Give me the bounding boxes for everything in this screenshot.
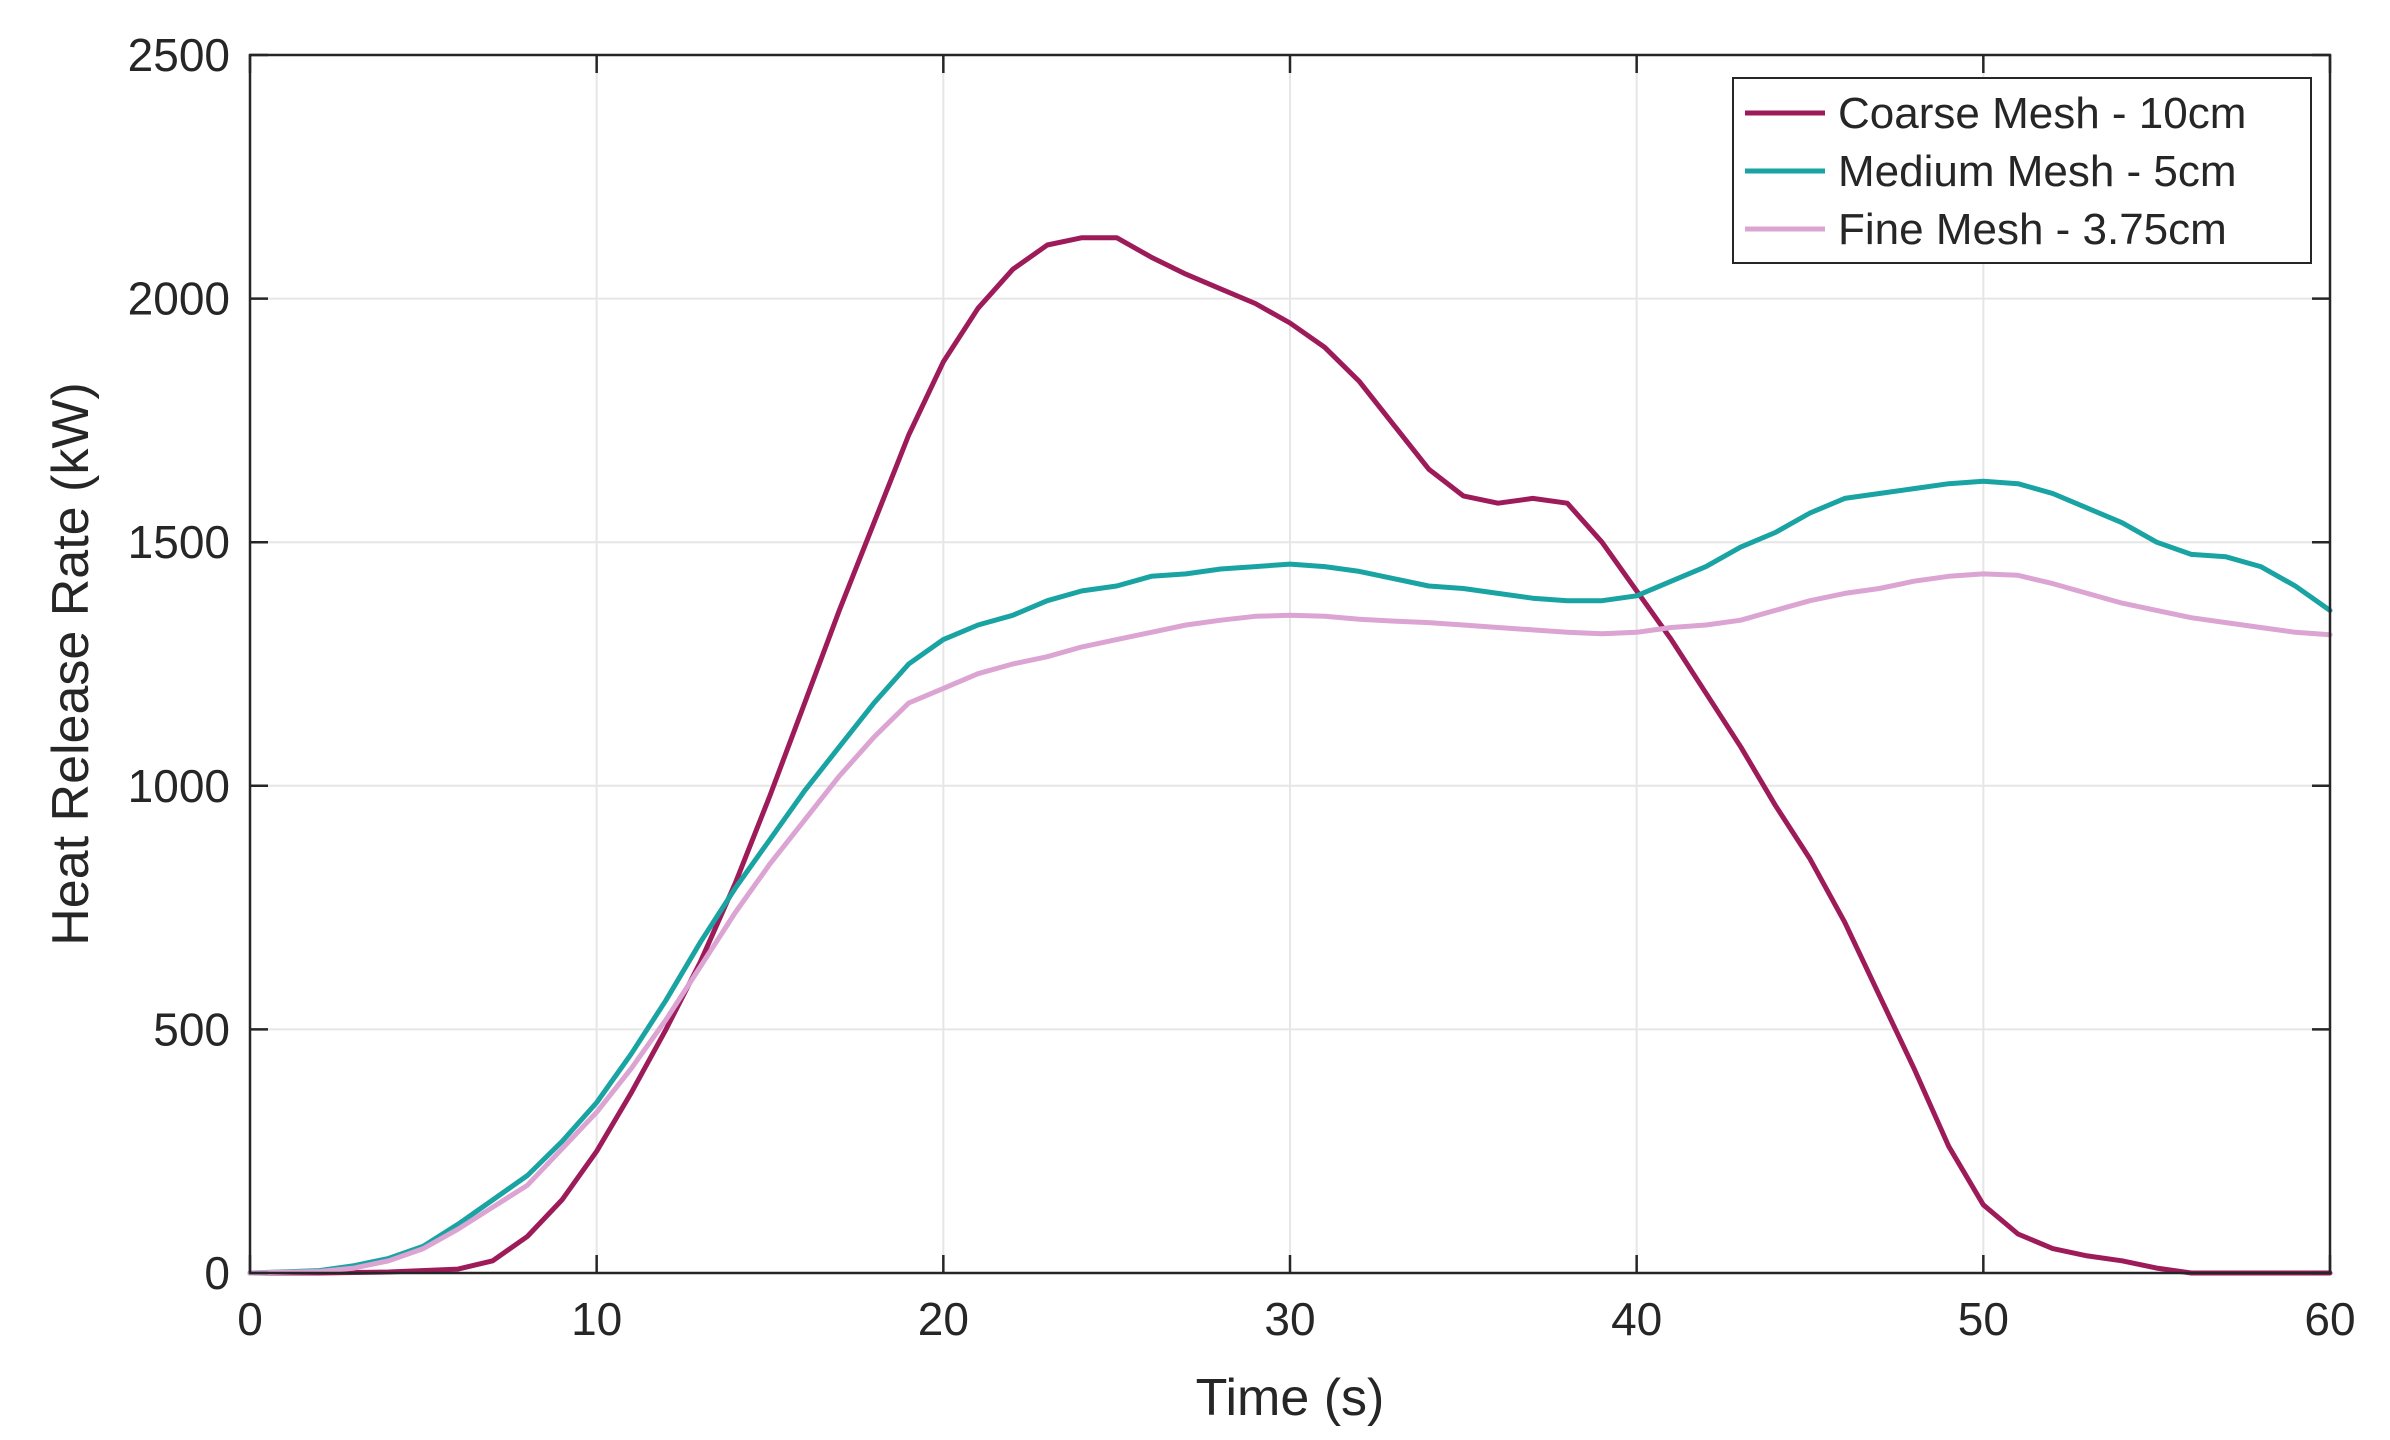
x-tick-label: 40	[1611, 1293, 1662, 1345]
legend-label-fine-mesh-3-75cm: Fine Mesh - 3.75cm	[1838, 205, 2227, 254]
x-tick-label: 10	[571, 1293, 622, 1345]
series-line-coarse-mesh-10cm	[247, 235, 2333, 1276]
x-axis-title: Time (s)	[1196, 1369, 1385, 1427]
y-axis-title: Heat Release Rate (kW)	[42, 382, 100, 946]
x-tick-label: 0	[237, 1293, 263, 1345]
tick-labels: 0 10 20 30 40 50 60 0 500 1000 1500 2000 2500	[128, 29, 2356, 1345]
y-tick-label: 2000	[128, 273, 230, 325]
series-lines	[247, 235, 2333, 1276]
legend[interactable]: Coarse Mesh - 10cm Medium Mesh - 5cm Fine …	[1732, 77, 2312, 264]
y-tick-label: 1500	[128, 516, 230, 568]
y-tick-label: 0	[204, 1247, 230, 1299]
y-tick-label: 500	[153, 1003, 230, 1055]
x-tick-label: 20	[918, 1293, 969, 1345]
series-line-fine-mesh-3-75cm	[247, 571, 2333, 1276]
x-tick-label: 50	[1958, 1293, 2009, 1345]
y-tick-label: 2500	[128, 29, 230, 81]
legend-label-medium-mesh-5cm: Medium Mesh - 5cm	[1838, 147, 2237, 196]
axis-ticks	[248, 53, 2332, 1275]
legend-label-coarse-mesh-10cm: Coarse Mesh - 10cm	[1838, 89, 2246, 138]
y-tick-label: 1000	[128, 760, 230, 812]
x-tick-label: 60	[2304, 1293, 2355, 1345]
legend-box	[1732, 77, 2312, 264]
series-line-medium-mesh-5cm	[247, 478, 2333, 1276]
x-tick-label: 30	[1264, 1293, 1315, 1345]
